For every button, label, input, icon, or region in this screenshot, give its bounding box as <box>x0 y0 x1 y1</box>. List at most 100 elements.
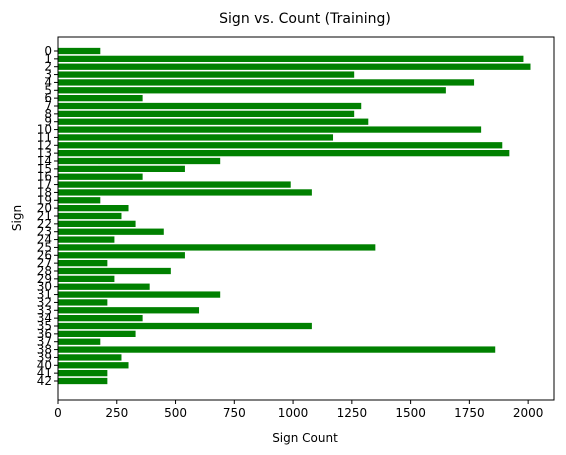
y-tick-label: 40 <box>37 358 52 372</box>
y-tick-label: 39 <box>37 350 52 364</box>
y-tick-label: 37 <box>37 335 52 349</box>
y-tick-label: 10 <box>37 123 52 137</box>
y-tick-label: 11 <box>37 130 52 144</box>
y-tick-label: 30 <box>37 280 52 294</box>
bar-sign-3 <box>58 71 355 78</box>
y-tick-label: 13 <box>37 146 52 160</box>
y-tick-label: 35 <box>37 319 52 333</box>
y-tick-label: 12 <box>37 138 52 152</box>
y-tick-label: 14 <box>37 154 52 168</box>
bar-sign-6 <box>58 95 143 102</box>
bar-sign-24 <box>58 236 115 243</box>
y-tick-label: 26 <box>37 248 52 262</box>
bar-sign-37 <box>58 338 101 345</box>
y-tick-label: 4 <box>44 75 52 89</box>
bar-sign-15 <box>58 165 185 172</box>
y-tick-label: 8 <box>44 107 52 121</box>
y-tick-label: 28 <box>37 264 52 278</box>
y-tick-label: 5 <box>44 83 52 97</box>
bar-sign-9 <box>58 118 369 125</box>
y-tick-label: 20 <box>37 201 52 215</box>
bar-sign-18 <box>58 189 312 196</box>
y-tick-label: 42 <box>37 374 52 388</box>
bar-sign-10 <box>58 126 482 133</box>
y-tick-label: 23 <box>37 225 52 239</box>
bar-sign-39 <box>58 354 122 361</box>
bar-sign-21 <box>58 212 122 220</box>
y-tick-label: 41 <box>37 366 52 380</box>
bar-sign-26 <box>58 252 185 259</box>
bar-sign-27 <box>58 260 108 267</box>
y-tick-label: 1 <box>44 52 52 66</box>
chart-title: Sign vs. Count (Training) <box>219 11 391 27</box>
y-tick-label: 15 <box>37 162 52 176</box>
bar-sign-33 <box>58 307 200 314</box>
y-tick-label: 17 <box>37 178 52 192</box>
y-tick-label: 32 <box>37 295 52 309</box>
bar-sign-13 <box>58 150 510 157</box>
bar-sign-19 <box>58 197 101 204</box>
y-tick-label: 29 <box>37 272 52 286</box>
y-tick-label: 21 <box>37 209 52 223</box>
y-tick-label: 19 <box>37 193 52 207</box>
y-tick-label: 6 <box>44 91 52 105</box>
bar-sign-29 <box>58 275 115 282</box>
y-tick-label: 24 <box>37 233 52 247</box>
bar-sign-12 <box>58 142 503 149</box>
bar-sign-41 <box>58 370 108 377</box>
bar-sign-7 <box>58 102 362 110</box>
y-tick-label: 25 <box>37 240 52 254</box>
y-tick-label: 36 <box>37 327 52 341</box>
y-tick-label: 22 <box>37 217 52 231</box>
y-tick-label: 18 <box>37 185 52 199</box>
bar-sign-4 <box>58 79 475 86</box>
bar-sign-8 <box>58 110 355 117</box>
bar-sign-20 <box>58 205 129 212</box>
bar-sign-36 <box>58 330 136 337</box>
bar-sign-5 <box>58 87 446 94</box>
bar-sign-40 <box>58 362 129 369</box>
bar-sign-11 <box>58 134 334 141</box>
y-axis: 0123456789101112131415161718192021222324… <box>37 44 58 388</box>
bar-sign-17 <box>58 181 291 188</box>
y-tick-label: 33 <box>37 303 52 317</box>
x-tick-label: 1250 <box>337 406 368 420</box>
y-tick-label: 0 <box>44 44 52 58</box>
bar-sign-38 <box>58 346 496 353</box>
y-tick-label: 38 <box>37 343 52 357</box>
bar-sign-16 <box>58 173 143 180</box>
y-tick-label: 9 <box>44 115 52 129</box>
bar-sign-25 <box>58 244 376 251</box>
bar-sign-2 <box>58 63 531 70</box>
y-tick-label: 31 <box>37 288 52 302</box>
y-tick-label: 27 <box>37 256 52 270</box>
bar-sign-35 <box>58 322 312 330</box>
plot-frame <box>57 36 555 401</box>
bar-sign-34 <box>58 315 143 322</box>
x-tick-label: 2000 <box>513 406 544 420</box>
bar-sign-23 <box>58 228 164 235</box>
y-tick-label: 3 <box>44 68 52 82</box>
y-tick-label: 16 <box>37 170 52 184</box>
x-tick-label: 500 <box>164 406 187 420</box>
bar-sign-28 <box>58 267 171 275</box>
x-tick-label: 750 <box>223 406 246 420</box>
x-tick-label: 1750 <box>454 406 485 420</box>
x-tick-label: 1500 <box>395 406 426 420</box>
y-tick-label: 34 <box>37 311 52 325</box>
x-tick-label: 1000 <box>278 406 309 420</box>
bar-sign-1 <box>58 55 524 62</box>
bar-sign-22 <box>58 220 136 227</box>
bar-sign-30 <box>58 283 150 290</box>
bars-layer <box>58 47 531 385</box>
x-tick-label: 0 <box>54 406 62 420</box>
bar-sign-42 <box>58 377 108 385</box>
bar-sign-31 <box>58 291 221 298</box>
x-axis: 0 250 500 750 1000 1250 1500 1750 2000 <box>54 400 543 420</box>
x-tick-label: 250 <box>105 406 128 420</box>
y-tick-label: 2 <box>44 60 52 74</box>
bar-sign-32 <box>58 299 108 306</box>
bar-sign-0 <box>58 47 101 55</box>
y-axis-title: Sign <box>10 205 24 231</box>
